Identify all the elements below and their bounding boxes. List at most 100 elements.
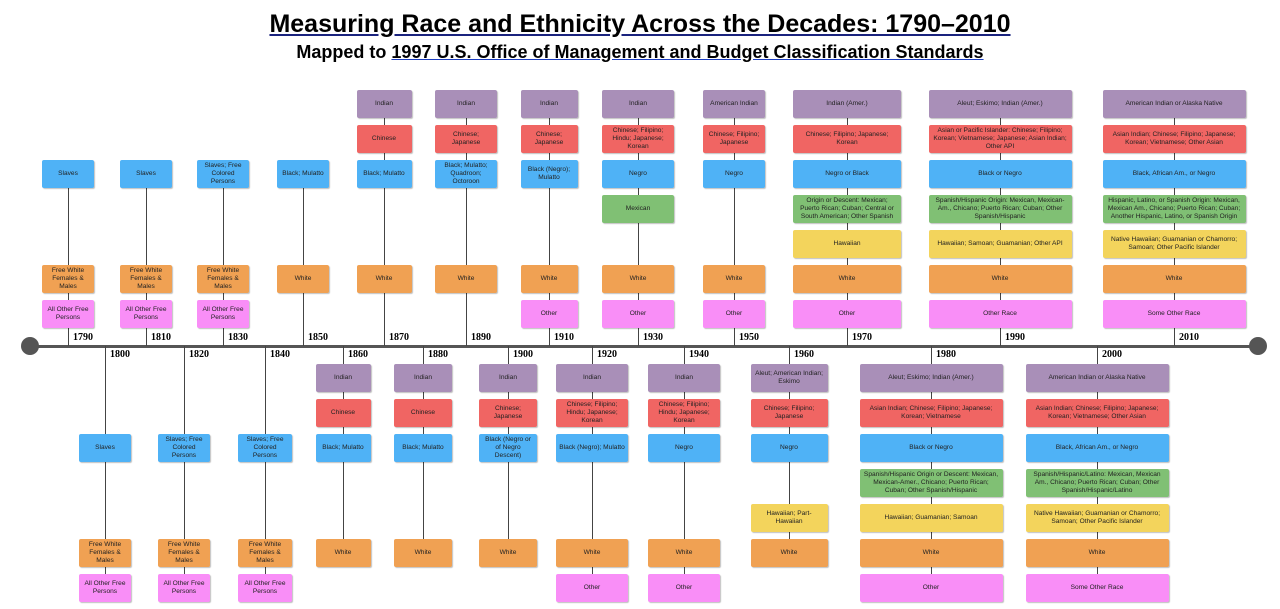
category-box: Chinese; Japanese: [435, 125, 497, 153]
connector: [1174, 104, 1175, 346]
category-box: Other: [648, 574, 720, 602]
category-box: White: [750, 539, 828, 567]
category-box: Negro: [703, 160, 765, 188]
category-box: Slaves: [42, 160, 94, 188]
category-box: All Other Free Persons: [238, 574, 292, 602]
category-box: Indian: [356, 90, 412, 118]
year-label: 1890: [471, 332, 491, 343]
category-box: Indian: [315, 364, 371, 392]
year-label: 1860: [348, 349, 368, 360]
category-box: Black; Mulatto: [315, 434, 371, 462]
connector: [734, 104, 735, 346]
category-box: Slaves; Free Colored Persons: [238, 434, 292, 462]
year-label: 1830: [228, 332, 248, 343]
category-box: Hawaiian: [793, 230, 901, 258]
timeline-end: [1249, 337, 1267, 355]
category-box: White: [277, 265, 329, 293]
category-box: Negro or Black: [793, 160, 901, 188]
year-label: 1880: [428, 349, 448, 360]
category-box: Indian: [648, 364, 720, 392]
category-box: All Other Free Persons: [79, 574, 131, 602]
connector: [1097, 346, 1098, 588]
category-box: White: [520, 265, 578, 293]
year-label: 1790: [73, 332, 93, 343]
category-box: Native Hawaiian; Guamanian or Chamorro; …: [1102, 230, 1246, 258]
category-box: White: [394, 539, 452, 567]
connector: [146, 174, 147, 346]
year-label: 1970: [852, 332, 872, 343]
category-box: Native Hawaiian; Guamanian or Chamorro; …: [1025, 504, 1169, 532]
category-box: Indian: [394, 364, 452, 392]
category-box: White: [356, 265, 412, 293]
year-label: 1800: [110, 349, 130, 360]
category-box: Free White Females & Males: [42, 265, 94, 293]
year-label: 1980: [936, 349, 956, 360]
category-box: Chinese: [315, 399, 371, 427]
category-box: Black (Negro); Mulatto: [556, 434, 628, 462]
category-box: All Other Free Persons: [120, 300, 172, 328]
category-box: Indian: [520, 90, 578, 118]
category-box: Other: [602, 300, 674, 328]
category-box: Negro: [648, 434, 720, 462]
year-label: 1910: [554, 332, 574, 343]
category-box: Some Other Race: [1025, 574, 1169, 602]
category-box: Chinese; Japanese: [479, 399, 537, 427]
year-label: 1930: [643, 332, 663, 343]
category-box: Asian Indian; Chinese; Filipino; Japanes…: [1025, 399, 1169, 427]
category-box: White: [315, 539, 371, 567]
category-box: Mexican: [602, 195, 674, 223]
category-box: Chinese; Filipino; Japanese; Korean: [793, 125, 901, 153]
category-box: Other: [793, 300, 901, 328]
year-label: 2010: [1179, 332, 1199, 343]
category-box: Slaves: [79, 434, 131, 462]
title: Measuring Race and Ethnicity Across the …: [269, 10, 1011, 38]
connector: [223, 174, 224, 346]
category-box: Chinese: [394, 399, 452, 427]
category-box: American Indian or Alaska Native: [1025, 364, 1169, 392]
category-box: Negro: [602, 160, 674, 188]
connector: [684, 346, 685, 588]
year-label: 1810: [151, 332, 171, 343]
year-label: 1820: [189, 349, 209, 360]
category-box: Black; Mulatto; Quadroon; Octoroon: [435, 160, 497, 188]
category-box: Some Other Race: [1102, 300, 1246, 328]
category-box: Indian (Amer.): [793, 90, 901, 118]
connector: [931, 346, 932, 588]
category-box: Free White Females & Males: [197, 265, 249, 293]
timeline-axis: [30, 345, 1258, 348]
category-box: White: [602, 265, 674, 293]
category-box: Black; Mulatto: [277, 160, 329, 188]
category-box: Indian: [479, 364, 537, 392]
category-box: Other: [556, 574, 628, 602]
year-label: 1950: [739, 332, 759, 343]
timeline-end: [21, 337, 39, 355]
category-box: Chinese: [356, 125, 412, 153]
category-box: Black, African Am., or Negro: [1102, 160, 1246, 188]
category-box: White: [435, 265, 497, 293]
category-box: Asian Indian; Chinese; Filipino; Japanes…: [859, 399, 1003, 427]
category-box: Free White Females & Males: [120, 265, 172, 293]
category-box: Indian: [556, 364, 628, 392]
category-box: Slaves; Free Colored Persons: [158, 434, 210, 462]
category-box: American Indian or Alaska Native: [1102, 90, 1246, 118]
category-box: Other Race: [928, 300, 1072, 328]
year-label: 1870: [389, 332, 409, 343]
connector: [847, 104, 848, 346]
category-box: Chinese; Filipino; Hindu; Japanese; Kore…: [602, 125, 674, 153]
connector: [466, 104, 467, 346]
connector: [1000, 104, 1001, 346]
category-box: Aleut; American Indian; Eskimo: [750, 364, 828, 392]
connector: [303, 174, 304, 346]
subtitle: Mapped to 1997 U.S. Office of Management…: [0, 42, 1280, 63]
category-box: White: [648, 539, 720, 567]
subtitle-link[interactable]: 1997 U.S. Office of Management and Budge…: [391, 42, 984, 62]
connector: [265, 346, 266, 588]
category-box: White: [928, 265, 1072, 293]
category-box: Hawaiian; Guamanian; Samoan: [859, 504, 1003, 532]
category-box: Hawaiian; Part-Hawaiian: [750, 504, 828, 532]
category-box: Asian Indian; Chinese; Filipino; Japanes…: [1102, 125, 1246, 153]
category-box: White: [703, 265, 765, 293]
category-box: Other: [520, 300, 578, 328]
category-box: White: [793, 265, 901, 293]
